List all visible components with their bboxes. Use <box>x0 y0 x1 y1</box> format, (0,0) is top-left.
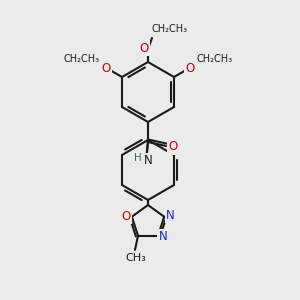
Text: O: O <box>168 140 178 154</box>
Text: N: N <box>159 230 167 243</box>
Text: CH₂CH₃: CH₂CH₃ <box>63 54 99 64</box>
Text: N: N <box>166 209 175 222</box>
Text: CH₃: CH₃ <box>126 253 146 263</box>
Text: O: O <box>121 210 130 223</box>
Text: O: O <box>186 62 195 75</box>
Text: CH₂CH₃: CH₂CH₃ <box>197 54 233 64</box>
Text: H: H <box>134 153 142 163</box>
Text: O: O <box>101 62 110 75</box>
Text: CH₂CH₃: CH₂CH₃ <box>152 24 188 34</box>
Text: N: N <box>144 154 152 167</box>
Text: O: O <box>140 41 148 55</box>
